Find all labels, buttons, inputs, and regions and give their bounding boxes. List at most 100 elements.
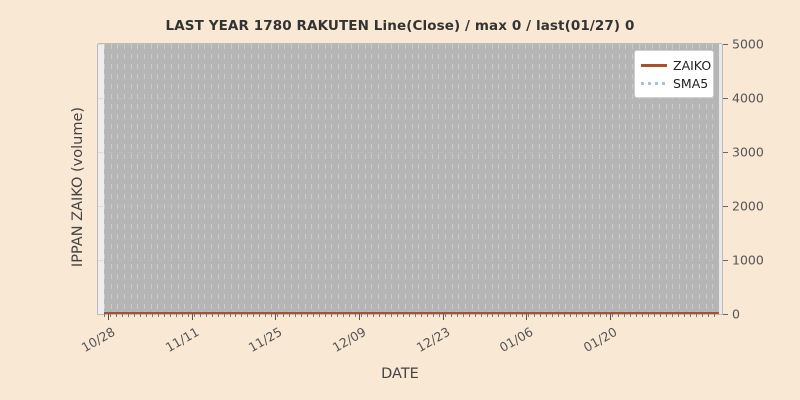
x-axis-minor-tick: [367, 314, 368, 317]
x-axis-minor-tick: [552, 314, 553, 317]
gridline-vertical: [284, 44, 286, 314]
y-axis-tick: [723, 260, 728, 261]
x-axis-minor-tick: [146, 314, 147, 317]
x-axis-minor-tick: [200, 314, 201, 317]
gridline-vertical: [571, 44, 573, 314]
x-axis-minor-tick: [540, 314, 541, 317]
gridline-vertical: [217, 44, 219, 314]
gridline-vertical: [585, 44, 587, 314]
x-axis-minor-tick: [409, 314, 410, 317]
x-axis-minor-tick: [684, 314, 685, 317]
x-axis-major-tick: [526, 314, 527, 320]
x-axis-minor-tick: [116, 314, 117, 317]
legend-label-sma5: SMA5: [673, 75, 709, 91]
y-axis-tick: [723, 206, 728, 207]
x-axis-minor-tick: [176, 314, 177, 317]
gridline-vertical: [137, 44, 139, 314]
gridline-vertical: [638, 44, 640, 314]
plot-area: [98, 44, 722, 314]
gridline-vertical: [485, 44, 487, 314]
gridline-vertical: [391, 44, 393, 314]
x-axis-minor-tick: [570, 314, 571, 317]
gridline-vertical: [210, 44, 212, 314]
x-axis-tick-label: 11/25: [246, 324, 285, 356]
x-axis-minor-tick: [247, 314, 248, 317]
x-axis-minor-tick: [516, 314, 517, 317]
x-axis-minor-tick: [660, 314, 661, 317]
chart-title: LAST YEAR 1780 RAKUTEN Line(Close) / max…: [165, 18, 635, 34]
gridline-vertical: [518, 44, 520, 314]
x-axis-minor-tick: [403, 314, 404, 317]
x-axis-minor-tick: [696, 314, 697, 317]
legend-item-zaiko[interactable]: ZAIKO: [641, 56, 711, 74]
x-axis-minor-tick: [253, 314, 254, 317]
gridline-vertical: [424, 44, 426, 314]
x-axis-major-tick: [443, 314, 444, 320]
gridline-vertical: [244, 44, 246, 314]
x-axis-minor-tick: [439, 314, 440, 317]
x-axis-tick-label: 11/11: [162, 324, 202, 356]
gridline-vertical: [264, 44, 266, 314]
gridline-vertical: [237, 44, 239, 314]
x-axis-minor-tick: [301, 314, 302, 317]
gridline-vertical: [558, 44, 560, 314]
gridline-vertical: [545, 44, 547, 314]
legend-item-sma5[interactable]: SMA5: [641, 74, 709, 92]
x-axis-minor-tick: [170, 314, 171, 317]
gridline-vertical: [231, 44, 232, 314]
x-axis-major-tick: [610, 314, 611, 320]
x-axis-minor-tick: [241, 314, 242, 317]
x-axis-minor-tick: [618, 314, 619, 317]
gridline-vertical: [578, 44, 580, 314]
gridline-vertical: [331, 44, 333, 314]
gridline-vertical: [110, 44, 112, 314]
gridline-vertical: [591, 44, 593, 314]
x-axis-minor-tick: [277, 314, 278, 317]
x-axis-minor-tick: [104, 314, 105, 317]
gridline-vertical: [658, 44, 660, 314]
y-axis-tick: [723, 152, 728, 153]
gridline-vertical: [444, 44, 446, 314]
gridline-vertical: [384, 44, 386, 314]
gridline-vertical: [712, 44, 714, 314]
gridline-vertical: [511, 44, 513, 314]
x-axis-minor-tick: [206, 314, 207, 317]
x-axis-minor-tick: [445, 314, 446, 317]
x-axis-minor-tick: [289, 314, 290, 317]
y-axis-tick: [723, 98, 728, 99]
gridline-vertical: [204, 44, 206, 314]
x-axis-minor-tick: [152, 314, 153, 317]
x-axis-minor-tick: [265, 314, 266, 317]
x-axis-minor-tick: [391, 314, 392, 317]
axis-spine-left: [97, 44, 98, 315]
x-axis-tick-label: 12/23: [413, 324, 453, 356]
y-axis-label: IPPAN ZAIKO (volume): [70, 106, 86, 268]
y-axis-tick-label: 3000: [732, 144, 764, 160]
gridline-vertical: [378, 44, 380, 314]
gridline-horizontal: [98, 206, 722, 207]
x-axis-minor-tick: [558, 314, 559, 317]
gridline-vertical: [324, 44, 326, 314]
x-axis-minor-tick: [648, 314, 649, 317]
x-axis-minor-tick: [588, 314, 589, 317]
gridline-vertical: [618, 44, 620, 314]
x-axis-minor-tick: [421, 314, 422, 317]
legend-swatch-zaiko-icon: [641, 60, 667, 70]
chart-legend[interactable]: ZAIKO SMA5: [634, 50, 714, 98]
x-axis-minor-tick: [600, 314, 601, 317]
gridline-vertical: [177, 44, 179, 314]
gridline-vertical: [170, 44, 172, 314]
x-axis-minor-tick: [528, 314, 529, 317]
x-axis-minor-tick: [624, 314, 625, 317]
x-axis-minor-tick: [134, 314, 135, 317]
gridline-vertical: [297, 44, 299, 314]
x-axis-minor-tick: [349, 314, 350, 317]
x-axis-minor-tick: [427, 314, 428, 317]
gridline-vertical: [438, 44, 440, 314]
gridline-vertical: [685, 44, 687, 314]
x-axis-minor-tick: [361, 314, 362, 317]
x-axis-minor-tick: [708, 314, 709, 317]
x-axis-minor-tick: [582, 314, 583, 317]
x-axis-minor-tick: [475, 314, 476, 317]
